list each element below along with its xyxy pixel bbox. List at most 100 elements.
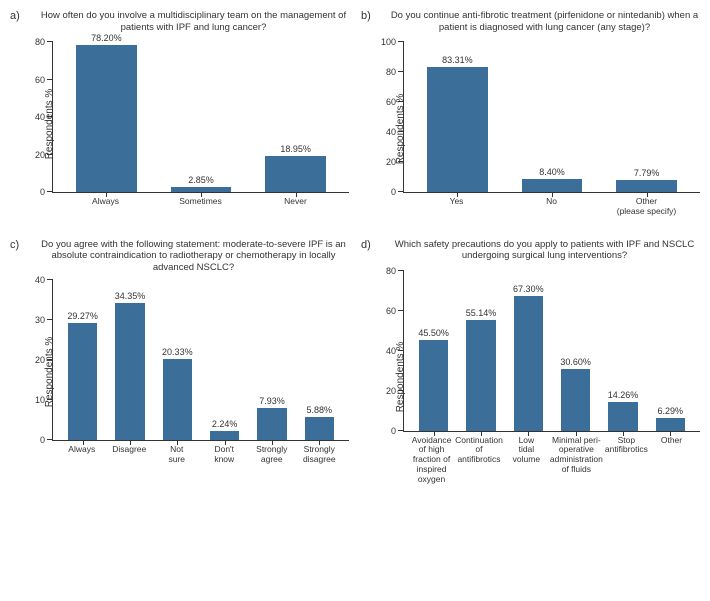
bar-value-label: 45.50% (418, 328, 449, 338)
x-labels-b: YesNoOther(please specify) (403, 197, 700, 217)
bar-value-label: 7.93% (259, 396, 285, 406)
bar (427, 67, 488, 192)
x-tick (201, 192, 202, 197)
bar (210, 431, 239, 440)
bar-value-label: 55.14% (466, 308, 497, 318)
bar-wrap: 8.40% (505, 167, 600, 192)
y-tick-label: 20 (386, 386, 396, 396)
y-tick-label: 0 (391, 187, 396, 197)
x-tick (457, 192, 458, 197)
x-labels-d: Avoidanceof highfraction ofinspiredoxyge… (403, 436, 700, 485)
bar-wrap: 2.85% (154, 175, 249, 192)
bars: 83.31% 8.40% 7.79% (404, 42, 700, 192)
y-tick-label: 0 (40, 187, 45, 197)
x-tick (296, 192, 297, 197)
bar-value-label: 20.33% (162, 347, 193, 357)
y-tick-label: 60 (35, 75, 45, 85)
bar (561, 369, 590, 430)
bar (68, 323, 97, 440)
x-axis-label: Sometimes (153, 197, 248, 207)
panel-letter: d) (361, 239, 371, 251)
x-axis-label: Stronglyagree (248, 445, 296, 465)
panel-d: d) Which safety precautions do you apply… (361, 239, 700, 489)
bar-wrap: 6.29% (647, 406, 694, 431)
x-axis-label: Notsure (153, 445, 201, 465)
x-axis-label: Stronglydisagree (296, 445, 344, 465)
bar-wrap: 34.35% (106, 291, 153, 440)
bar-wrap: 7.93% (248, 396, 295, 440)
chart-area: Respondents % 02040608010083.31%8.40%7.7… (403, 42, 700, 217)
bar-value-label: 29.27% (67, 311, 98, 321)
bar (257, 408, 286, 440)
plot-d: 02040608045.50%55.14%67.30%30.60%14.26%6… (403, 271, 700, 432)
x-labels-c: AlwaysDisagreeNotsureDon'tknowStronglyag… (52, 445, 349, 465)
bar-value-label: 34.35% (115, 291, 146, 301)
x-axis-label: Stopantifibrotics (604, 436, 649, 485)
x-axis-label: Minimal peri-operativeadministrationof f… (549, 436, 604, 485)
bar-wrap: 5.88% (296, 405, 343, 441)
panel-letter: c) (10, 239, 19, 251)
x-tick (670, 431, 671, 436)
bar-wrap: 30.60% (552, 357, 599, 430)
chart-title: Do you continue anti-fibrotic treatment … (389, 10, 700, 36)
panel-letter: b) (361, 10, 371, 22)
chart-title: How often do you involve a multidiscipli… (38, 10, 349, 36)
bar-value-label: 14.26% (608, 390, 639, 400)
bar-value-label: 83.31% (442, 55, 473, 65)
y-tick-label: 30 (35, 315, 45, 325)
bar-value-label: 8.40% (539, 167, 565, 177)
bar-wrap: 14.26% (599, 390, 646, 431)
y-tick-label: 20 (35, 150, 45, 160)
bar-value-label: 78.20% (91, 33, 122, 43)
y-tick-label: 0 (40, 435, 45, 445)
x-labels-a: AlwaysSometimesNever (52, 197, 349, 207)
bar-wrap: 18.95% (248, 144, 343, 192)
bar-wrap: 55.14% (457, 308, 504, 430)
bar-wrap: 2.24% (201, 419, 248, 440)
chart-area: Respondents % 01020304029.27%34.35%20.33… (52, 280, 349, 465)
bar (163, 359, 192, 440)
y-tick-label: 0 (391, 426, 396, 436)
bar (265, 156, 326, 192)
bar (466, 320, 495, 430)
x-axis-label: Yes (409, 197, 504, 217)
bars: 78.20%2.85%18.95% (53, 42, 349, 192)
chart-title: Do you agree with the following statemen… (38, 239, 349, 275)
y-tick-label: 80 (386, 67, 396, 77)
panel-a: a) How often do you involve a multidisci… (10, 10, 349, 221)
x-tick (576, 431, 577, 436)
y-tick-label: 20 (35, 355, 45, 365)
x-tick (481, 431, 482, 436)
bar-value-label: 67.30% (513, 284, 544, 294)
chart-grid: a) How often do you involve a multidisci… (10, 10, 700, 488)
y-tick-label: 60 (386, 97, 396, 107)
bars: 29.27% 34.35% 20.33% 2.24% 7.93% 5.88% (53, 280, 349, 440)
x-tick (647, 192, 648, 197)
bar-value-label: 7.79% (634, 168, 660, 178)
bar-value-label: 6.29% (658, 406, 684, 416)
y-tick-label: 40 (35, 112, 45, 122)
bar (419, 340, 448, 431)
bar-value-label: 30.60% (560, 357, 591, 367)
x-axis-label: Don'tknow (201, 445, 249, 465)
bar (305, 417, 334, 441)
x-axis-label: Other(please specify) (599, 197, 694, 217)
x-tick (106, 192, 107, 197)
x-axis-label: Continuationofantifibrotics (454, 436, 504, 485)
bar-value-label: 2.85% (188, 175, 214, 185)
bar (76, 45, 137, 192)
y-tick-label: 20 (386, 157, 396, 167)
y-tick-label: 10 (35, 395, 45, 405)
bar-wrap: 78.20% (59, 33, 154, 192)
bar-wrap: 7.79% (599, 168, 694, 192)
x-axis-label: No (504, 197, 599, 217)
y-tick-label: 40 (35, 275, 45, 285)
y-tick-label: 100 (381, 37, 396, 47)
bars: 45.50% 55.14% 67.30% 30.60% 14.26% 6.29% (404, 271, 700, 431)
bar-value-label: 5.88% (307, 405, 333, 415)
bar (522, 179, 583, 192)
x-axis-label: Always (58, 197, 153, 207)
bar (115, 303, 144, 440)
bar-value-label: 18.95% (280, 144, 311, 154)
bar-wrap: 83.31% (410, 55, 505, 192)
